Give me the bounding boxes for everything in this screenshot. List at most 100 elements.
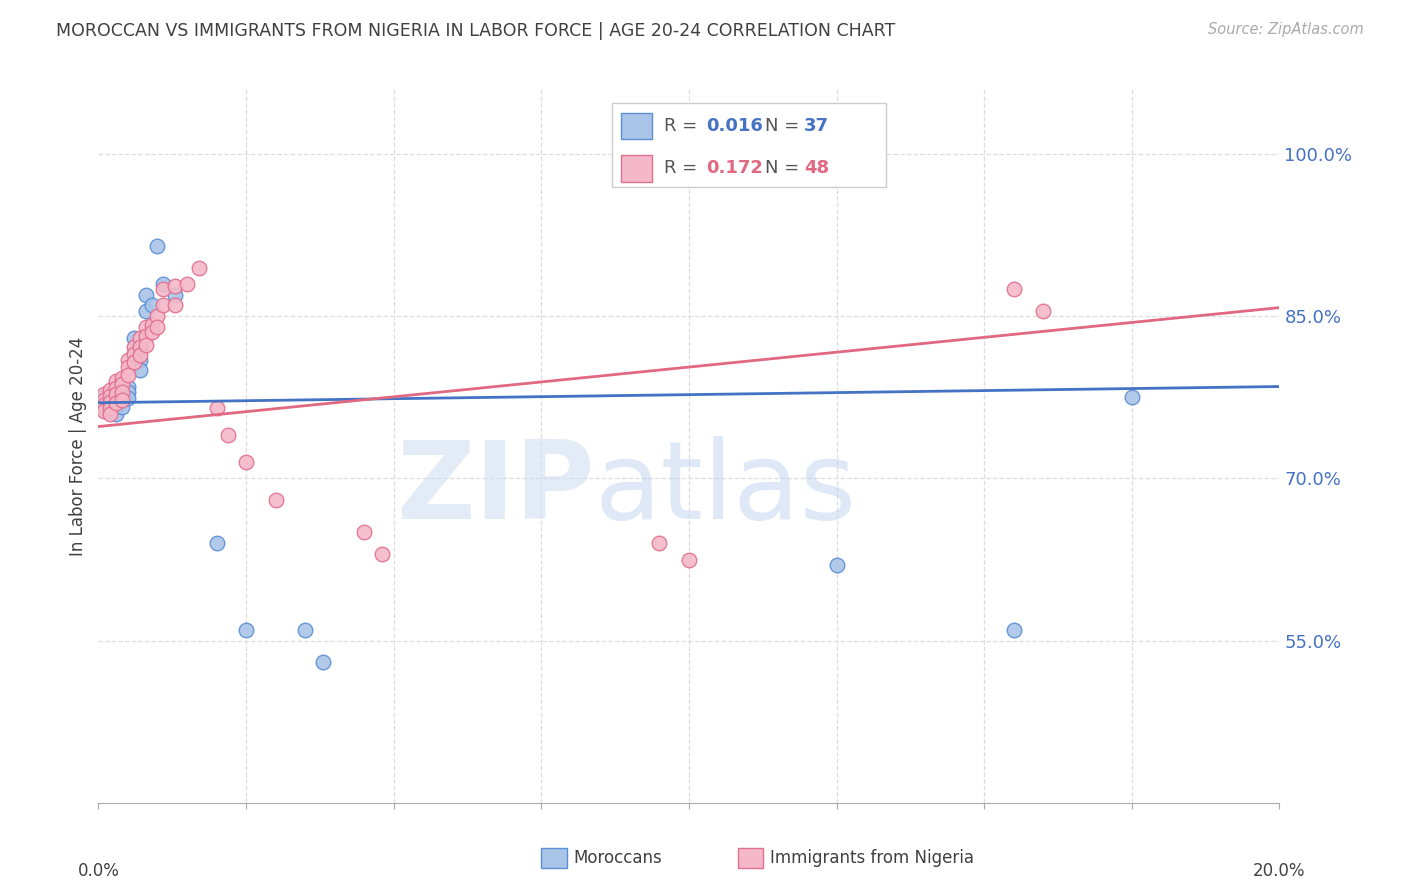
Text: R =: R = [664,160,703,178]
Point [93,404,115,418]
Point [122,347,145,361]
Text: MOROCCAN VS IMMIGRANTS FROM NIGERIA IN LABOR FORCE | AGE 20-24 CORRELATION CHART: MOROCCAN VS IMMIGRANTS FROM NIGERIA IN L… [56,22,896,40]
Point [98,398,121,412]
Point [105,381,128,395]
Point [235,623,257,637]
Text: 37: 37 [804,117,830,135]
Point [111,392,134,407]
Point [146,239,169,253]
Point [105,374,128,388]
Text: N =: N = [765,160,804,178]
Point [111,371,134,385]
Point [1032,303,1054,318]
Text: Immigrants from Nigeria: Immigrants from Nigeria [770,849,974,867]
Point [98,407,121,421]
Point [93,390,115,404]
Text: ZIP: ZIP [396,436,595,541]
Point [111,377,134,392]
Point [141,318,163,332]
Point [128,331,150,345]
Point [117,368,139,382]
Point [122,339,145,353]
Point [312,655,335,669]
Text: 0.0%: 0.0% [77,863,120,880]
Point [294,623,316,637]
Point [135,303,157,318]
Point [98,383,121,397]
Point [371,547,394,561]
Point [165,279,187,293]
Point [141,326,163,340]
Point [105,387,128,401]
Point [165,287,187,301]
Point [128,342,150,356]
Point [122,347,145,361]
Point [117,379,139,393]
Point [146,310,169,324]
Point [235,455,257,469]
Point [93,401,115,416]
Text: Source: ZipAtlas.com: Source: ZipAtlas.com [1208,22,1364,37]
Point [105,390,128,404]
Point [678,552,700,566]
Point [187,260,209,275]
Point [1121,390,1143,404]
Point [93,398,115,412]
Point [93,387,115,401]
Point [648,536,671,550]
Point [135,320,157,334]
Point [117,384,139,399]
Point [111,384,134,399]
Point [105,384,128,399]
Point [117,360,139,375]
Point [111,400,134,414]
Text: 0.016: 0.016 [706,117,762,135]
Point [176,277,198,291]
Text: atlas: atlas [595,436,856,541]
Text: 48: 48 [804,160,830,178]
Point [111,387,134,401]
Point [117,352,139,367]
Y-axis label: In Labor Force | Age 20-24: In Labor Force | Age 20-24 [69,336,87,556]
Point [122,354,145,368]
Point [128,352,150,367]
Text: Moroccans: Moroccans [574,849,662,867]
Point [152,298,174,312]
Point [825,558,848,572]
Point [111,383,134,397]
Point [217,428,239,442]
Point [1002,282,1025,296]
Point [205,536,228,550]
Point [105,400,128,414]
Point [98,401,121,416]
Point [105,396,128,410]
Point [146,320,169,334]
Point [98,404,121,418]
Point [105,396,128,410]
Point [122,331,145,345]
Text: R =: R = [664,117,703,135]
Point [141,298,163,312]
Text: 20.0%: 20.0% [1253,863,1306,880]
Point [98,394,121,409]
Point [117,392,139,406]
Point [128,363,150,377]
Text: N =: N = [765,117,804,135]
Point [152,277,174,291]
Point [105,407,128,421]
Point [165,298,187,312]
Point [135,287,157,301]
Point [128,348,150,362]
Point [128,339,150,353]
Point [135,328,157,343]
Point [264,493,287,508]
Point [111,393,134,408]
Point [98,390,121,404]
Point [98,389,121,403]
Point [1002,623,1025,637]
Point [135,338,157,352]
Point [93,392,115,407]
Point [353,525,375,540]
Text: 0.172: 0.172 [706,160,762,178]
Point [93,396,115,410]
